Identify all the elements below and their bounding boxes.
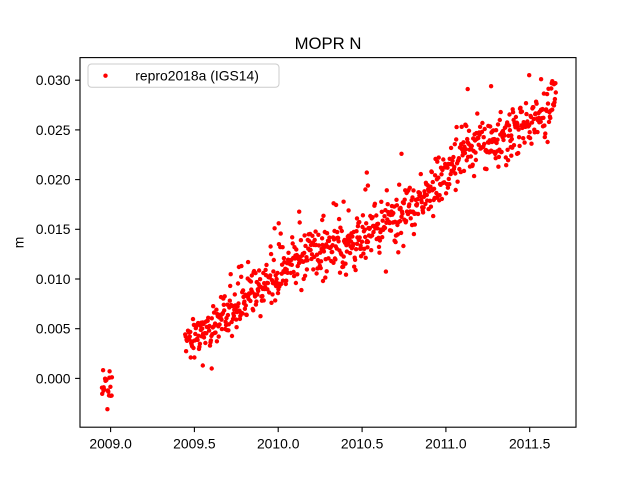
- svg-text:2010.0: 2010.0: [257, 436, 300, 452]
- svg-text:0.000: 0.000: [36, 370, 71, 386]
- svg-text:2009.5: 2009.5: [173, 436, 216, 452]
- svg-text:MOPR N: MOPR N: [295, 34, 362, 53]
- svg-text:2010.5: 2010.5: [341, 436, 384, 452]
- svg-text:0.010: 0.010: [36, 271, 71, 287]
- svg-text:2011.5: 2011.5: [509, 436, 551, 452]
- svg-text:0.020: 0.020: [36, 172, 71, 188]
- svg-text:0.025: 0.025: [36, 122, 71, 138]
- svg-text:0.005: 0.005: [36, 321, 71, 337]
- svg-text:repro2018a (IGS14): repro2018a (IGS14): [135, 67, 259, 83]
- svg-text:2009.0: 2009.0: [89, 436, 132, 452]
- svg-text:0.015: 0.015: [36, 221, 71, 237]
- svg-text:2011.0: 2011.0: [425, 436, 467, 452]
- svg-text:m: m: [10, 237, 26, 249]
- svg-text:0.030: 0.030: [36, 72, 71, 88]
